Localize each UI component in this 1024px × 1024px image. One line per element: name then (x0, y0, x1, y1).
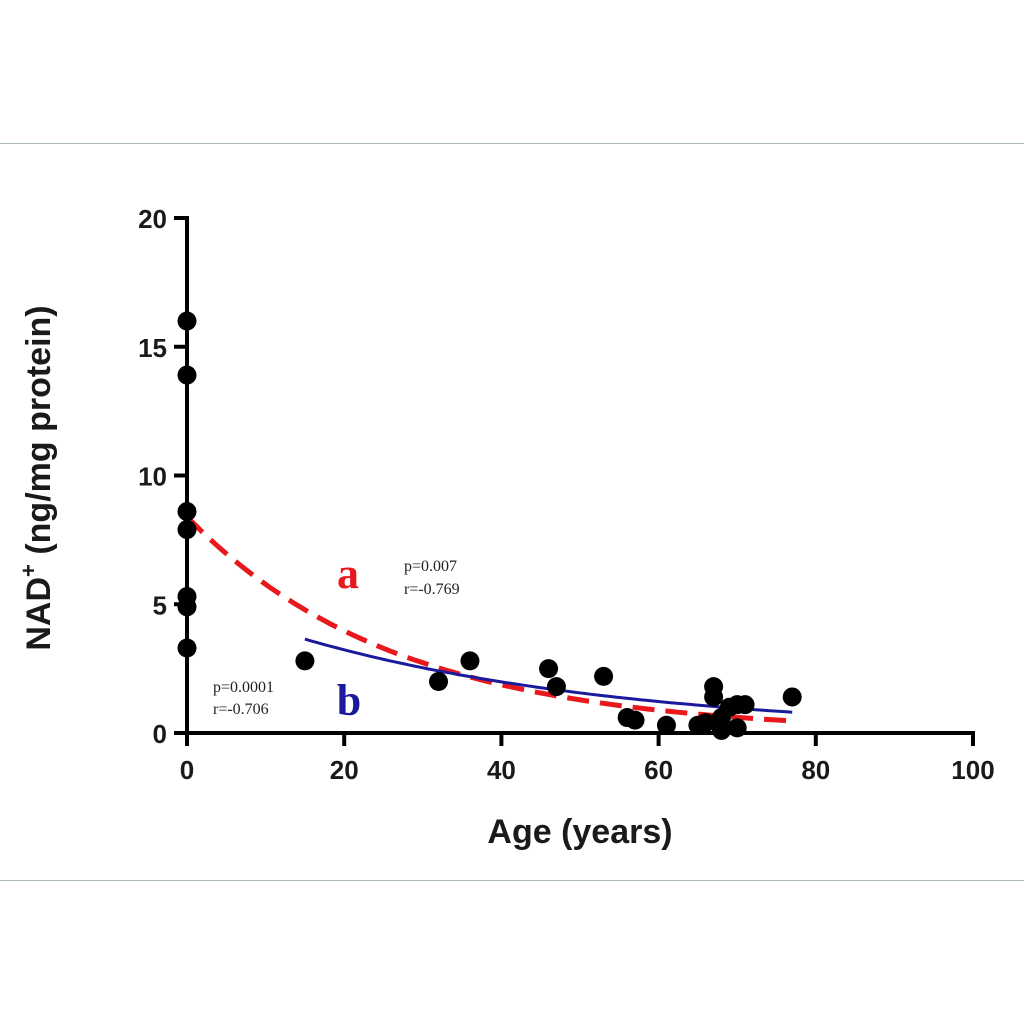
axes (174, 216, 975, 746)
curve-b-r-value: r=-0.706 (213, 701, 269, 718)
curve-a-letter: a (337, 549, 359, 598)
data-point (594, 666, 614, 686)
data-point (656, 715, 676, 735)
fit-curves (185, 514, 793, 724)
y-axis-title-main: NAD (20, 577, 58, 651)
y-tick-label: 10 (138, 462, 167, 492)
curve-b-letter: b (337, 676, 361, 725)
curve-b-p-value: p=0.0001 (213, 679, 274, 696)
x-tick-label: 60 (644, 755, 673, 785)
data-point (696, 713, 716, 733)
data-point (539, 659, 559, 679)
data-point (460, 651, 480, 671)
x-tick-label: 40 (487, 755, 516, 785)
top-border-line (0, 143, 1024, 144)
y-axis-title-rest: (ng/mg protein) (20, 305, 58, 564)
data-point (735, 695, 755, 715)
y-tick-label: 0 (153, 719, 167, 749)
data-point (625, 710, 645, 730)
data-points (177, 311, 802, 740)
x-tick-label: 80 (801, 755, 830, 785)
tick-labels: 0 20 40 60 80 100 0 5 10 15 20 (138, 204, 995, 785)
fit-curve-a (185, 514, 793, 724)
data-point (704, 687, 724, 707)
y-axis-title: NAD+ (ng/mg protein) (16, 305, 58, 650)
data-point (782, 687, 802, 707)
data-point (546, 677, 566, 697)
data-point (295, 651, 315, 671)
data-point (429, 672, 449, 691)
curve-a-p-value: p=0.007 (404, 558, 457, 575)
bottom-border-line (0, 880, 1024, 881)
curve-a-r-value: r=-0.769 (404, 581, 460, 598)
x-axis-title: Age (years) (487, 813, 672, 851)
y-tick-label: 15 (138, 333, 167, 363)
y-tick-label: 5 (153, 590, 167, 620)
y-tick-label: 20 (138, 204, 167, 234)
x-tick-label: 100 (951, 755, 994, 785)
x-tick-label: 0 (180, 755, 194, 785)
x-tick-label: 20 (330, 755, 359, 785)
y-axis-title-superscript: + (16, 564, 41, 577)
